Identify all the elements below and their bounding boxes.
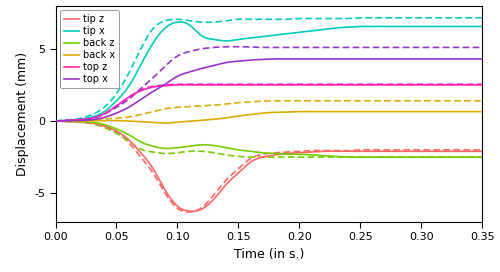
- X-axis label: Time (in s.): Time (in s.): [234, 248, 304, 261]
- Legend: tip z, tip x, back z, back x, top z, top x: tip z, tip x, back z, back x, top z, top…: [60, 10, 119, 88]
- Y-axis label: Displacement (mm): Displacement (mm): [16, 52, 28, 176]
